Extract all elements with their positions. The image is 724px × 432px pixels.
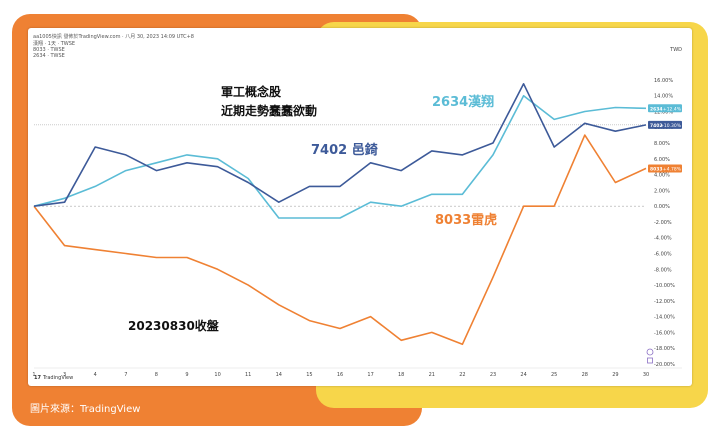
annotation-label-8033: 8033雷虎 xyxy=(435,212,497,228)
badge-value-7402: +10.30% xyxy=(660,123,682,129)
y-tick-label: -18.00% xyxy=(654,346,675,352)
tradingview-logo-icon: 17 xyxy=(34,375,41,381)
chart-header-2634: 2634 · TWSE xyxy=(33,53,65,59)
annotation-title-line1: 軍工概念股 xyxy=(221,84,282,99)
y-tick-label: 12.00% xyxy=(654,109,673,115)
series-line-2634 xyxy=(33,94,647,219)
x-tick-label: 8 xyxy=(155,372,158,378)
annotation-label-2634: 2634漢翔 xyxy=(432,94,494,110)
x-tick-label: 28 xyxy=(582,372,588,378)
x-tick-label: 4 xyxy=(94,372,97,378)
annotation-label-7402: 7402 邑錡 xyxy=(311,142,378,158)
y-tick-label: 6.00% xyxy=(654,157,670,163)
y-tick-label: -14.00% xyxy=(654,315,675,321)
x-tick-label: 25 xyxy=(551,372,557,378)
badge-8033 xyxy=(648,164,682,173)
scroll-marker-square-icon xyxy=(647,357,653,364)
line-chart: 16.00% 14.00% 12.00% 1 0.00% 8.00% 6.00% 4.00% 2… xyxy=(32,78,682,378)
badge-7402 xyxy=(648,120,682,129)
x-tick-label: 1 xyxy=(32,372,35,378)
x-tick-label: 9 xyxy=(185,372,188,378)
badge-value-8033: +4.78% xyxy=(663,166,682,172)
x-tick-label: 10 xyxy=(214,372,220,378)
x-tick-label: 16 xyxy=(337,372,343,378)
chart-panel: aa1005快訊 發佈於TradingView.com · 八月 30, 202… xyxy=(28,28,692,386)
series-line-8033 xyxy=(33,134,647,346)
x-tick-label: 15 xyxy=(306,372,312,378)
y-tick-label: -6.00% xyxy=(654,252,672,258)
y-tick-label: 2.00% xyxy=(654,188,670,194)
x-tick-label: 24 xyxy=(520,372,526,378)
badge-code-7402: 7402 xyxy=(650,123,663,129)
badge-code-2634: 2634 xyxy=(650,106,663,112)
x-tick-label: 23 xyxy=(490,372,496,378)
series-line-7402 xyxy=(33,82,647,207)
y-tick-label: 4.00% xyxy=(654,173,670,179)
y-tick-label: 8.00% xyxy=(654,141,670,147)
annotation-date-note: 20230830收盤 xyxy=(128,318,220,333)
scroll-marker-icon xyxy=(646,348,654,356)
currency-label: TWD xyxy=(670,47,682,53)
x-tick-label: 7 xyxy=(124,372,127,378)
annotation-title-line2: 近期走勢蠢蠢欲動 xyxy=(221,103,317,118)
chart-header-symbol: 漢翔 · 1天 · TWSE xyxy=(33,41,76,47)
y-tick-label: 14.00% xyxy=(654,94,673,100)
chart-header-8033: 8033 · TWSE xyxy=(33,47,65,53)
y-tick-label: -8.00% xyxy=(654,267,672,273)
x-tick-label: 11 xyxy=(245,372,251,378)
x-tick-label: 3 xyxy=(63,372,66,378)
y-tick-label: -12.00% xyxy=(654,299,675,305)
badge-2634 xyxy=(648,104,682,113)
x-tick-label: 18 xyxy=(398,372,404,378)
x-tick-label: 21 xyxy=(429,372,435,378)
badge-value-2634: +12.4% xyxy=(663,106,682,112)
tradingview-brand: 17 TradingView xyxy=(34,375,73,381)
x-tick-label: 30 xyxy=(643,372,649,378)
y-tick-label: -20.00% xyxy=(654,362,675,368)
y-tick-label: -4.00% xyxy=(654,236,672,242)
chart-header-line1: aa1005快訊 發佈於TradingView.com · 八月 30, 202… xyxy=(33,34,194,40)
y-tick-label: 0.00% xyxy=(654,204,670,210)
x-tick-label: 14 xyxy=(276,372,282,378)
y-tick-label: 16.00% xyxy=(654,78,673,84)
x-tick-label: 22 xyxy=(459,372,465,378)
tradingview-brand-name: TradingView xyxy=(42,375,74,381)
badge-code-8033: 8033 xyxy=(650,166,663,172)
y-tick-label: -2.00% xyxy=(654,220,672,226)
x-tick-label: 29 xyxy=(612,372,618,378)
image-source-caption: 圖片來源：TradingView xyxy=(30,404,141,415)
y-tick-label: -10.00% xyxy=(654,283,675,289)
y-tick-label: -16.00% xyxy=(654,330,675,336)
x-tick-label: 17 xyxy=(367,372,373,378)
